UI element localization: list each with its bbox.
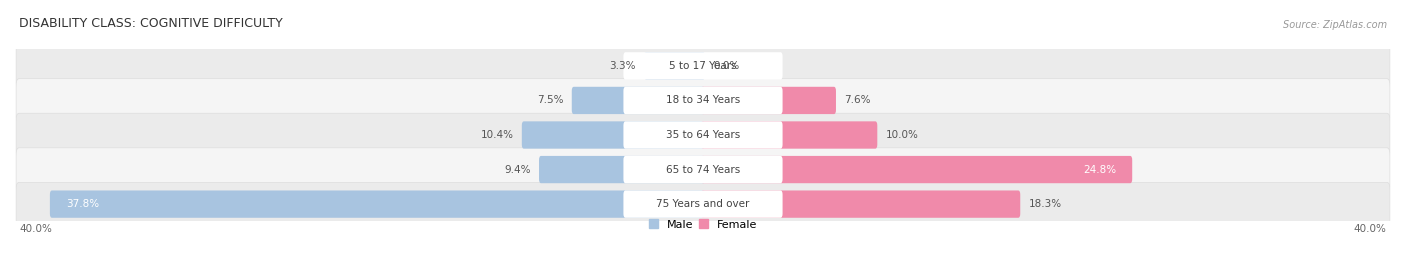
Text: 37.8%: 37.8%: [66, 199, 98, 209]
Text: 10.0%: 10.0%: [886, 130, 918, 140]
Text: 0.0%: 0.0%: [713, 61, 740, 71]
FancyBboxPatch shape: [644, 52, 704, 80]
FancyBboxPatch shape: [623, 156, 783, 183]
FancyBboxPatch shape: [15, 79, 1391, 122]
Legend: Male, Female: Male, Female: [650, 219, 756, 230]
Text: 10.4%: 10.4%: [481, 130, 513, 140]
FancyBboxPatch shape: [15, 113, 1391, 157]
FancyBboxPatch shape: [702, 156, 1132, 183]
Text: 7.5%: 7.5%: [537, 95, 564, 106]
FancyBboxPatch shape: [538, 156, 704, 183]
FancyBboxPatch shape: [702, 121, 877, 149]
FancyBboxPatch shape: [15, 44, 1391, 88]
Text: 3.3%: 3.3%: [609, 61, 636, 71]
Text: 9.4%: 9.4%: [505, 164, 531, 175]
Text: 18.3%: 18.3%: [1029, 199, 1062, 209]
Text: 24.8%: 24.8%: [1083, 164, 1116, 175]
Text: 75 Years and over: 75 Years and over: [657, 199, 749, 209]
FancyBboxPatch shape: [522, 121, 704, 149]
FancyBboxPatch shape: [702, 87, 837, 114]
FancyBboxPatch shape: [49, 190, 704, 218]
Text: 40.0%: 40.0%: [1354, 224, 1386, 234]
FancyBboxPatch shape: [702, 190, 1021, 218]
Text: 7.6%: 7.6%: [844, 95, 870, 106]
FancyBboxPatch shape: [623, 121, 783, 149]
Text: Source: ZipAtlas.com: Source: ZipAtlas.com: [1282, 20, 1386, 30]
Text: 40.0%: 40.0%: [20, 224, 52, 234]
FancyBboxPatch shape: [572, 87, 704, 114]
Text: DISABILITY CLASS: COGNITIVE DIFFICULTY: DISABILITY CLASS: COGNITIVE DIFFICULTY: [20, 16, 283, 30]
FancyBboxPatch shape: [623, 190, 783, 218]
Text: 5 to 17 Years: 5 to 17 Years: [669, 61, 737, 71]
FancyBboxPatch shape: [623, 87, 783, 114]
Text: 65 to 74 Years: 65 to 74 Years: [666, 164, 740, 175]
FancyBboxPatch shape: [15, 148, 1391, 191]
Text: 18 to 34 Years: 18 to 34 Years: [666, 95, 740, 106]
Text: 35 to 64 Years: 35 to 64 Years: [666, 130, 740, 140]
FancyBboxPatch shape: [623, 52, 783, 80]
FancyBboxPatch shape: [15, 182, 1391, 226]
